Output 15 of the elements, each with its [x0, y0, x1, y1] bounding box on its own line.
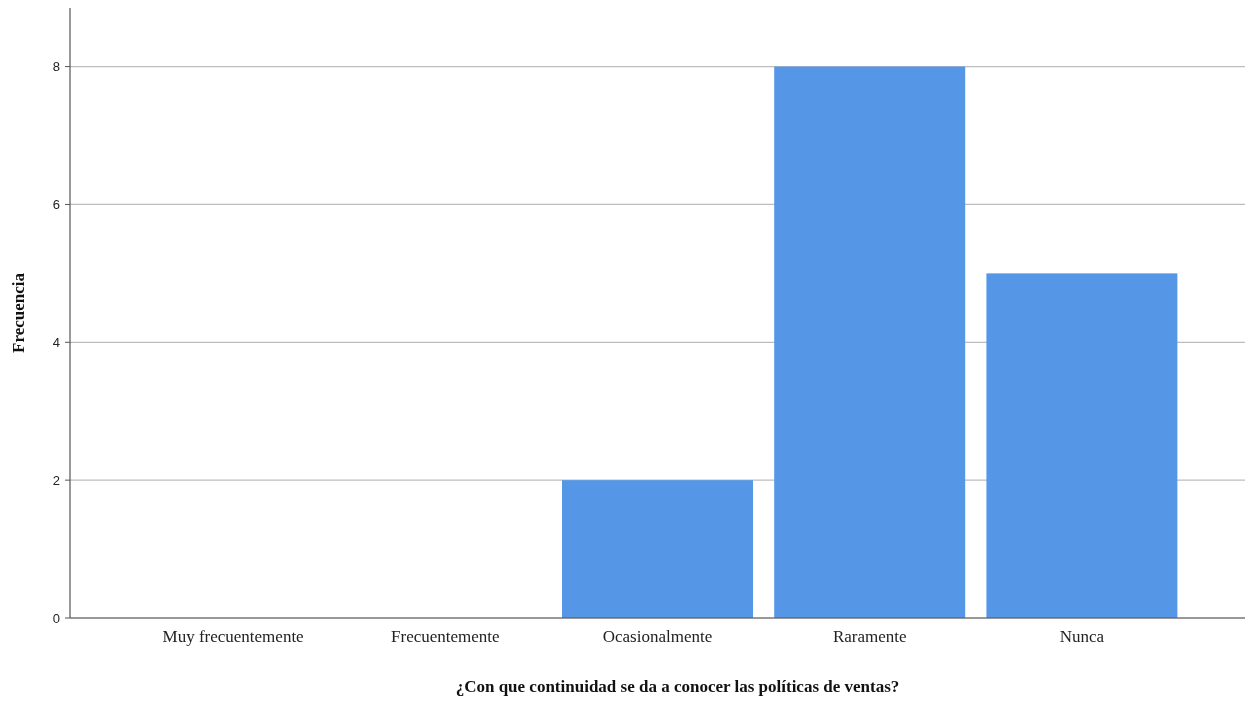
bar [562, 480, 753, 618]
x-tick-label: Raramente [832, 627, 907, 646]
x-tick-label: Muy frecuentemente [162, 627, 304, 646]
x-tick-label: Ocasionalmente [602, 627, 713, 646]
y-tick-label: 2 [52, 472, 60, 488]
y-tick-label: 0 [52, 610, 60, 626]
x-axis-title: ¿Con que continuidad se da a conocer las políticas de ventas? [455, 677, 900, 696]
y-axis-title: Frecuencia [9, 272, 28, 353]
bar [774, 66, 966, 618]
y-tick-label: 8 [52, 59, 60, 75]
y-tick-label: 4 [52, 334, 60, 350]
x-tick-label: Nunca [1059, 627, 1105, 646]
bar [986, 273, 1178, 618]
y-tick-label: 6 [52, 196, 60, 212]
x-tick-label: Frecuentemente [391, 627, 500, 646]
